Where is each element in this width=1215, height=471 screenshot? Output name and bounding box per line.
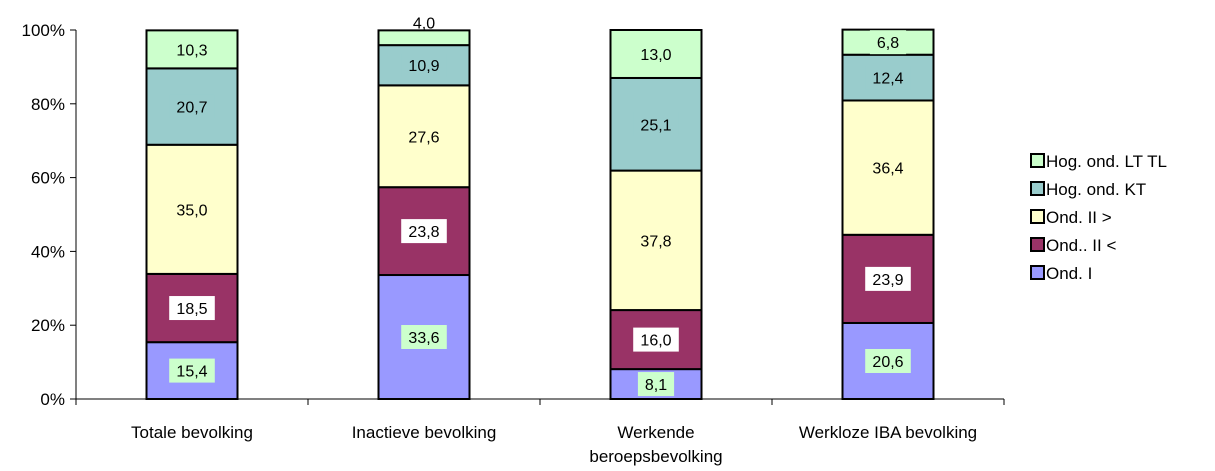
data-label-bg <box>865 266 911 291</box>
data-label: 25,1 <box>640 117 671 134</box>
data-label: 23,9 <box>872 272 903 289</box>
data-label-bg <box>633 112 679 137</box>
data-label: 16,0 <box>640 333 671 350</box>
y-tick-label: 40% <box>31 242 65 261</box>
bar-segment <box>377 29 471 47</box>
data-label-bg <box>869 30 907 55</box>
data-label-bg <box>401 124 447 149</box>
y-tick-label: 60% <box>31 169 65 188</box>
data-label: 10,9 <box>408 58 439 75</box>
chart-legend: Hog. ond. LT TL Hog. ond. KT Ond. II > Ond.… <box>1030 152 1167 283</box>
legend-swatch <box>1030 237 1045 252</box>
data-label-bg <box>401 325 447 350</box>
data-label-bg <box>633 228 679 253</box>
data-label-bg <box>169 358 215 383</box>
x-category-label: Werkende <box>617 423 694 442</box>
data-label: 12,4 <box>872 71 903 88</box>
data-label-bg <box>865 65 911 90</box>
data-label: 10,3 <box>176 42 207 59</box>
y-tick-label: 0% <box>40 390 65 409</box>
data-label-bg <box>401 219 447 244</box>
data-label: 8,1 <box>645 377 667 394</box>
data-label: 20,6 <box>872 354 903 371</box>
legend-label: Hog. ond. KT <box>1046 180 1146 199</box>
data-label: 13,0 <box>640 47 671 64</box>
data-label-bg <box>169 296 215 321</box>
y-tick-label: 100% <box>22 21 65 40</box>
data-label-bg <box>633 327 679 352</box>
data-label: 36,4 <box>872 161 903 178</box>
legend-label: Ond.. II < <box>1046 236 1116 255</box>
data-label-bg <box>169 197 215 222</box>
data-label-bg <box>633 41 679 66</box>
legend-swatch <box>1030 209 1045 224</box>
y-tick-label: 20% <box>31 316 65 335</box>
data-label: 27,6 <box>408 129 439 146</box>
data-label-bg <box>169 37 215 62</box>
legend-label: Ond. I <box>1046 264 1092 283</box>
y-tick-label: 80% <box>31 95 65 114</box>
legend-label: Hog. ond. LT TL <box>1046 152 1167 171</box>
data-label-bg <box>865 155 911 180</box>
x-category-label: Inactieve bevolking <box>352 423 497 442</box>
data-label: 35,0 <box>176 202 207 219</box>
legend-swatch <box>1030 265 1045 280</box>
data-label-bg <box>637 372 675 397</box>
x-category-label: Werkloze IBA bevolking <box>799 423 977 442</box>
chart-data-labels: 15,4 18,5 35,0 20,7 10,3 33,6 23,8 27,6 10,9 4,0 8… <box>169 15 911 397</box>
data-label: 6,8 <box>877 35 899 52</box>
data-label: 20,7 <box>176 100 207 117</box>
data-label: 37,8 <box>640 233 671 250</box>
data-label: 23,8 <box>408 224 439 241</box>
data-label: 18,5 <box>176 301 207 318</box>
chart-axes: 0% 20% 40% 60% 80% 100% Totale bevolking Inacti… <box>22 21 1005 466</box>
data-label: 15,4 <box>176 364 207 381</box>
chart-bars <box>145 28 935 401</box>
data-label-bg <box>865 348 911 373</box>
legend-swatch <box>1030 181 1045 196</box>
data-label-bg <box>401 53 447 78</box>
x-category-label: beroepsbevolking <box>589 447 722 466</box>
x-category-label: Totale bevolking <box>131 423 253 442</box>
legend-label: Ond. II > <box>1046 208 1112 227</box>
bar-segment <box>377 44 471 87</box>
data-label-bg <box>169 94 215 119</box>
legend-swatch <box>1030 153 1045 168</box>
data-label: 33,6 <box>408 330 439 347</box>
data-label: 4,0 <box>413 15 435 32</box>
